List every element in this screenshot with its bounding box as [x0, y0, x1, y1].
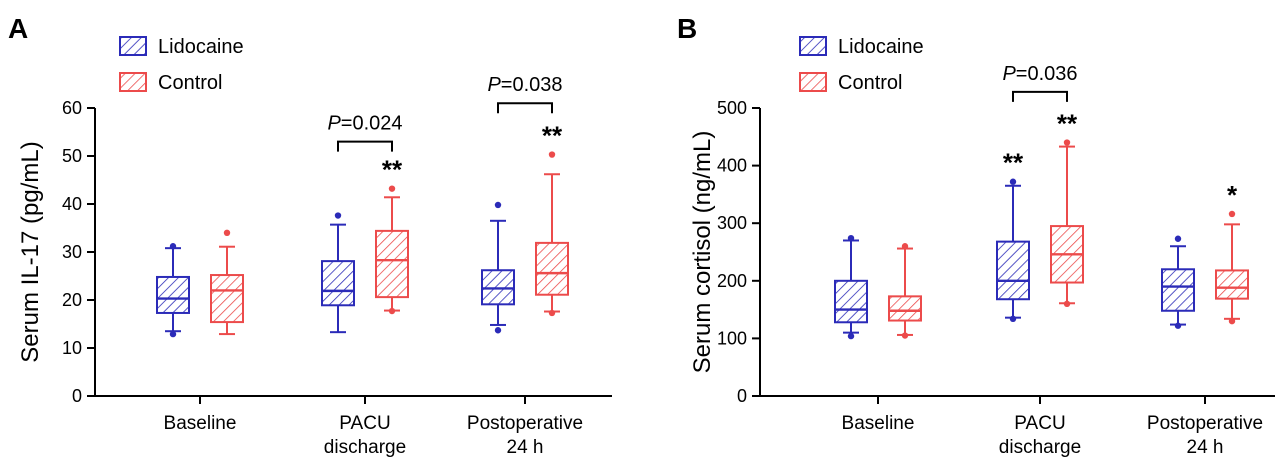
box-iqr [1215, 269, 1249, 300]
x-tick-label: discharge [999, 437, 1081, 458]
y-tick-label: 10 [62, 338, 82, 358]
box-control-2 [535, 151, 569, 317]
box-lidocaine-1 [321, 212, 355, 334]
box-lidocaine-1 [996, 178, 1030, 323]
box-lidocaine-0 [834, 234, 868, 340]
p-value-label: P=0.036 [1002, 63, 1077, 85]
x-tick-label: PACU [339, 413, 390, 434]
chart-panel-a: A Lidocaine Control 0 10 20 30 40 50 60 Serum IL-1… [8, 13, 612, 458]
x-tick-label: Baseline [842, 413, 915, 434]
y-tick-label: 300 [717, 213, 747, 233]
comparison-bracket: P=0.024 [327, 113, 403, 152]
box-control-1 [1050, 139, 1084, 308]
legend-label-lidocaine: Lidocaine [158, 36, 244, 58]
outlier-point [1009, 178, 1017, 185]
y-tick-label: 200 [717, 271, 747, 291]
x-tick-label: 24 h [1187, 437, 1224, 458]
y-tick-label: 60 [62, 98, 82, 118]
box-iqr [375, 229, 409, 299]
p-value-label: P=0.038 [487, 74, 562, 96]
bracket-line [497, 102, 553, 114]
panel-label: B [677, 13, 697, 44]
comparison-bracket: P=0.038 [487, 74, 563, 114]
outlier-point [1228, 317, 1236, 325]
legend-label-control: Control [838, 72, 902, 94]
outlier-point [1063, 300, 1071, 308]
legend-label-lidocaine: Lidocaine [838, 36, 924, 58]
outlier-point [847, 234, 855, 242]
legend-swatch-lidocaine [119, 36, 147, 56]
x-tick-label: Postoperative [1147, 413, 1263, 434]
box-iqr [1161, 268, 1195, 312]
significance-stars: ** [1003, 148, 1024, 178]
box-lidocaine-2 [1161, 235, 1195, 329]
y-axis-label: Serum cortisol (ng/mL) [689, 131, 716, 374]
y-tick-label: 500 [717, 98, 747, 118]
box-iqr [535, 241, 569, 296]
outlier-point [1063, 139, 1071, 146]
x-tick-label: discharge [324, 437, 406, 458]
outlier-point [548, 309, 556, 317]
x-tick-label: PACU [1014, 413, 1065, 434]
bracket-line [1012, 90, 1068, 102]
outlier-point [1174, 235, 1182, 242]
box-control-0 [888, 243, 922, 339]
outlier-point [548, 151, 556, 158]
box-iqr [156, 275, 190, 314]
box-iqr [321, 260, 355, 307]
outlier-point [901, 243, 909, 250]
outlier-point [169, 330, 177, 338]
outlier-point [388, 185, 396, 192]
outlier-point [494, 327, 502, 334]
x-tick-label: Baseline [164, 413, 237, 434]
x-tick-label: Postoperative [467, 413, 583, 434]
legend-swatch-lidocaine [799, 36, 827, 56]
box-iqr [210, 274, 244, 324]
y-tick-label: 40 [62, 194, 82, 214]
significance-stars: ** [1057, 109, 1078, 139]
y-axis-label: Serum IL-17 (pg/mL) [17, 141, 44, 362]
outlier-point [847, 332, 855, 340]
box-control-2 [1215, 210, 1249, 325]
y-tick-label: 20 [62, 290, 82, 310]
outlier-point [1174, 322, 1182, 329]
box-iqr [996, 240, 1030, 301]
box-iqr [834, 279, 868, 324]
y-tick-label: 400 [717, 156, 747, 176]
significance-stars: ** [382, 155, 403, 185]
outlier-point [901, 332, 909, 339]
x-tick-label: 24 h [507, 437, 544, 458]
outlier-point [223, 229, 231, 236]
significance-stars: ** [542, 121, 563, 151]
box-lidocaine-2 [481, 201, 515, 334]
significance-stars: * [1227, 180, 1238, 210]
legend-swatch-control [119, 72, 147, 92]
box-control-0 [210, 229, 244, 336]
box-lidocaine-0 [156, 243, 190, 338]
outlier-point [388, 307, 396, 315]
bracket-line [337, 140, 393, 152]
box-iqr [888, 295, 922, 322]
comparison-bracket: P=0.036 [1002, 63, 1078, 102]
y-tick-label: 50 [62, 146, 82, 166]
outlier-point [494, 201, 502, 209]
box-iqr [481, 269, 515, 306]
box-control-1 [375, 185, 409, 315]
outlier-point [1228, 210, 1236, 218]
legend-label-control: Control [158, 72, 222, 94]
y-tick-label: 0 [72, 386, 82, 406]
y-tick-label: 100 [717, 328, 747, 348]
y-tick-label: 0 [737, 386, 747, 406]
legend-swatch-control [799, 72, 827, 92]
outlier-point [169, 243, 177, 250]
y-tick-label: 30 [62, 242, 82, 262]
panel-label: A [8, 13, 28, 44]
outlier-point [334, 212, 342, 219]
p-value-label: P=0.024 [327, 113, 402, 135]
outlier-point [1009, 315, 1017, 323]
